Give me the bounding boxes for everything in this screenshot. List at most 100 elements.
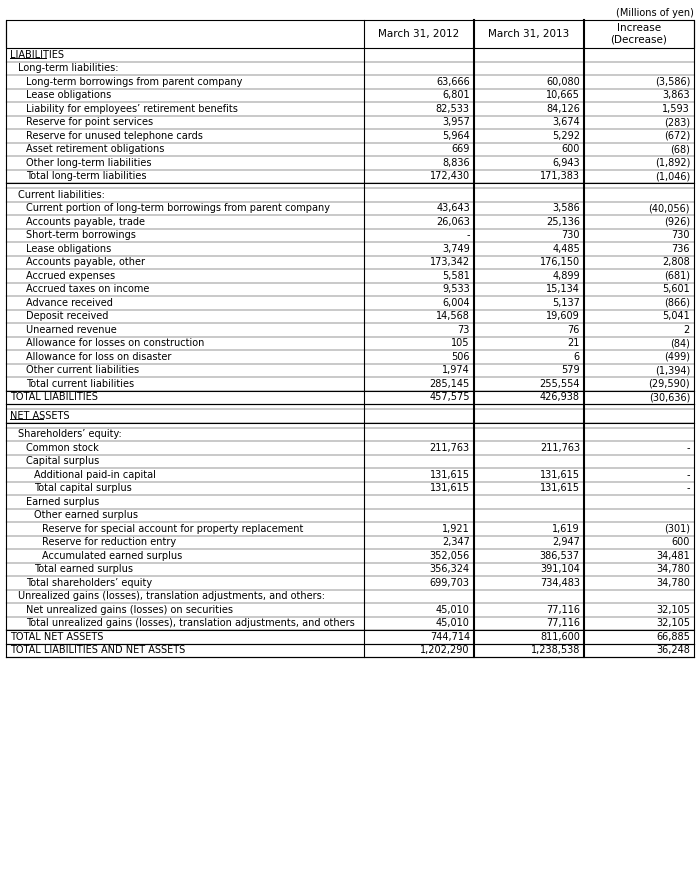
Text: 73: 73 <box>458 324 470 335</box>
Text: 255,554: 255,554 <box>540 379 580 388</box>
Text: 3,863: 3,863 <box>662 90 690 101</box>
Text: 600: 600 <box>671 537 690 547</box>
Text: 391,104: 391,104 <box>540 564 580 575</box>
Text: 579: 579 <box>561 365 580 375</box>
Text: Lease obligations: Lease obligations <box>26 244 111 254</box>
Text: 736: 736 <box>671 244 690 254</box>
Text: 5,137: 5,137 <box>552 298 580 307</box>
Text: 600: 600 <box>561 144 580 154</box>
Text: Short-term borrowings: Short-term borrowings <box>26 230 136 241</box>
Text: Allowance for loss on disaster: Allowance for loss on disaster <box>26 352 172 362</box>
Text: -: - <box>687 470 690 479</box>
Text: 176,150: 176,150 <box>540 257 580 267</box>
Text: (672): (672) <box>664 131 690 141</box>
Text: (29,590): (29,590) <box>648 379 690 388</box>
Text: 76: 76 <box>568 324 580 335</box>
Text: Other earned surplus: Other earned surplus <box>34 511 138 520</box>
Text: Additional paid-in capital: Additional paid-in capital <box>34 470 156 479</box>
Text: March 31, 2013: March 31, 2013 <box>489 29 570 39</box>
Text: 2: 2 <box>684 324 690 335</box>
Text: Shareholders’ equity:: Shareholders’ equity: <box>18 429 122 439</box>
Text: 386,537: 386,537 <box>540 551 580 560</box>
Text: (1,394): (1,394) <box>654 365 690 375</box>
Text: 669: 669 <box>452 144 470 154</box>
Text: LIABILITIES: LIABILITIES <box>10 50 64 60</box>
Text: (30,636): (30,636) <box>649 392 690 402</box>
Text: (68): (68) <box>670 144 690 154</box>
Text: Common stock: Common stock <box>26 443 99 453</box>
Text: 63,666: 63,666 <box>436 77 470 86</box>
Text: (84): (84) <box>670 339 690 348</box>
Text: 5,964: 5,964 <box>442 131 470 141</box>
Text: (681): (681) <box>664 271 690 281</box>
Text: 131,615: 131,615 <box>430 470 470 479</box>
Text: 6,801: 6,801 <box>442 90 470 101</box>
Text: 84,126: 84,126 <box>546 103 580 114</box>
Text: 1,619: 1,619 <box>552 524 580 534</box>
Text: 14,568: 14,568 <box>436 311 470 322</box>
Text: 8,836: 8,836 <box>442 158 470 168</box>
Text: TOTAL LIABILITIES AND NET ASSETS: TOTAL LIABILITIES AND NET ASSETS <box>10 645 186 655</box>
Text: Unearned revenue: Unearned revenue <box>26 324 117 335</box>
Text: Current liabilities:: Current liabilities: <box>18 190 105 200</box>
Text: 34,780: 34,780 <box>656 577 690 588</box>
Text: NET ASSETS: NET ASSETS <box>10 411 69 421</box>
Text: 173,342: 173,342 <box>430 257 470 267</box>
Text: Deposit received: Deposit received <box>26 311 108 322</box>
Text: (499): (499) <box>664 352 690 362</box>
Text: Asset retirement obligations: Asset retirement obligations <box>26 144 164 154</box>
Text: 36,248: 36,248 <box>656 645 690 655</box>
Text: Reserve for point services: Reserve for point services <box>26 118 153 127</box>
Text: 6,943: 6,943 <box>552 158 580 168</box>
Text: 45,010: 45,010 <box>436 605 470 615</box>
Text: Accounts payable, trade: Accounts payable, trade <box>26 217 145 226</box>
Text: 21: 21 <box>568 339 580 348</box>
Text: Total earned surplus: Total earned surplus <box>34 564 133 575</box>
Text: Current portion of long-term borrowings from parent company: Current portion of long-term borrowings … <box>26 203 330 213</box>
Text: 6,004: 6,004 <box>442 298 470 307</box>
Text: (1,892): (1,892) <box>654 158 690 168</box>
Text: 2,808: 2,808 <box>662 257 690 267</box>
Text: 10,665: 10,665 <box>546 90 580 101</box>
Text: 131,615: 131,615 <box>540 483 580 494</box>
Text: Earned surplus: Earned surplus <box>26 497 99 507</box>
Text: 3,749: 3,749 <box>442 244 470 254</box>
Text: 77,116: 77,116 <box>546 605 580 615</box>
Text: Total shareholders’ equity: Total shareholders’ equity <box>26 577 152 588</box>
Text: 2,347: 2,347 <box>442 537 470 547</box>
Text: 131,615: 131,615 <box>430 483 470 494</box>
Text: 730: 730 <box>671 230 690 241</box>
Text: (926): (926) <box>664 217 690 226</box>
Text: 1,974: 1,974 <box>442 365 470 375</box>
Text: Long-term borrowings from parent company: Long-term borrowings from parent company <box>26 77 242 86</box>
Text: 744,714: 744,714 <box>430 632 470 642</box>
Text: March 31, 2012: March 31, 2012 <box>378 29 459 39</box>
Text: Net unrealized gains (losses) on securities: Net unrealized gains (losses) on securit… <box>26 605 233 615</box>
Text: (40,056): (40,056) <box>648 203 690 213</box>
Text: 699,703: 699,703 <box>430 577 470 588</box>
Text: 2,947: 2,947 <box>552 537 580 547</box>
Text: 4,899: 4,899 <box>552 271 580 281</box>
Text: 1,238,538: 1,238,538 <box>531 645 580 655</box>
Text: 171,383: 171,383 <box>540 171 580 181</box>
Text: 82,533: 82,533 <box>436 103 470 114</box>
Text: TOTAL NET ASSETS: TOTAL NET ASSETS <box>10 632 104 642</box>
Text: -: - <box>687 443 690 453</box>
Text: Reserve for reduction entry: Reserve for reduction entry <box>42 537 176 547</box>
Text: 3,957: 3,957 <box>442 118 470 127</box>
Text: Increase
(Decrease): Increase (Decrease) <box>610 23 667 45</box>
Text: 15,134: 15,134 <box>546 284 580 294</box>
Text: Reserve for unused telephone cards: Reserve for unused telephone cards <box>26 131 203 141</box>
Bar <box>6 20 694 48</box>
Text: 131,615: 131,615 <box>540 470 580 479</box>
Text: 5,601: 5,601 <box>662 284 690 294</box>
Text: 457,575: 457,575 <box>429 392 470 402</box>
Text: 4,485: 4,485 <box>552 244 580 254</box>
Text: Long-term liabilities:: Long-term liabilities: <box>18 63 118 73</box>
Text: 356,324: 356,324 <box>430 564 470 575</box>
Text: 66,885: 66,885 <box>656 632 690 642</box>
Text: 5,041: 5,041 <box>662 311 690 322</box>
Text: 32,105: 32,105 <box>656 605 690 615</box>
Text: (283): (283) <box>664 118 690 127</box>
Text: (301): (301) <box>664 524 690 534</box>
